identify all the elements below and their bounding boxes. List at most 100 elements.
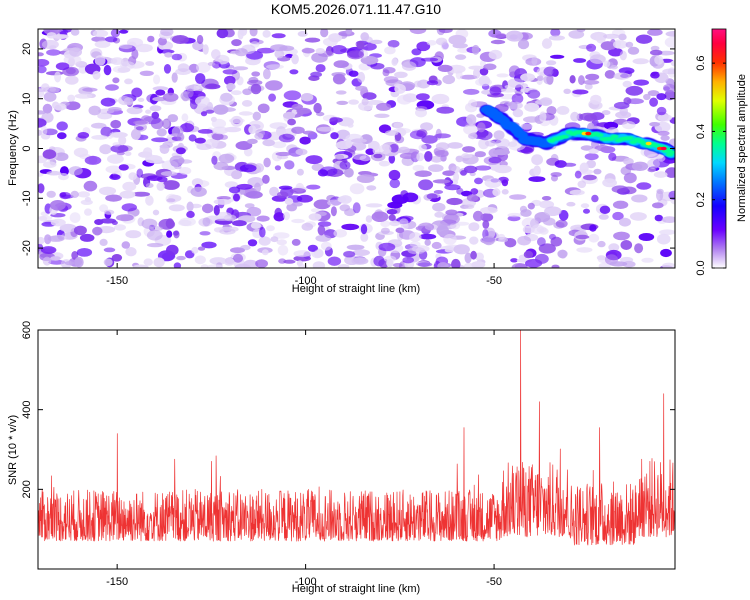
heatmap-cell: [350, 138, 367, 143]
heatmap-cell: [259, 226, 266, 238]
heatmap-cell: [418, 144, 427, 152]
heatmap-cell: [539, 200, 555, 209]
colorbar-tick-label: 0.6: [695, 55, 707, 70]
heatmap-cell: [623, 172, 637, 184]
signal-cell: [560, 134, 569, 139]
heatmap-cell: [277, 191, 289, 198]
heatmap-cell: [124, 78, 133, 85]
heatmap-cell: [179, 217, 196, 227]
heatmap-cell: [261, 249, 269, 256]
heatmap-cell: [619, 50, 627, 61]
heatmap-cell: [650, 45, 660, 52]
heatmap-cell: [661, 216, 675, 223]
heatmap-cell: [464, 252, 472, 264]
heatmap-cell: [105, 165, 122, 174]
heatmap-cell: [531, 224, 544, 235]
heatmap-cell: [151, 137, 169, 143]
heatmap-cell: [646, 153, 664, 160]
heatmap-cell: [213, 205, 220, 216]
heatmap-cell: [119, 190, 136, 199]
heatmap-cell: [411, 48, 422, 56]
heatmap-cell: [64, 261, 75, 266]
heatmap-cell: [409, 241, 421, 248]
heatmap-cell: [654, 55, 664, 65]
heatmap-cell: [186, 88, 194, 98]
heatmap-cell: [42, 161, 57, 169]
heatmap-cell: [365, 148, 376, 155]
heatmap-cell: [207, 264, 223, 268]
heatmap-cell: [67, 94, 76, 102]
heatmap-cell: [385, 130, 399, 136]
heatmap-cell: [416, 152, 425, 162]
heatmap-cell: [120, 61, 135, 70]
heatmap-cell: [156, 176, 168, 183]
heatmap-cell: [273, 212, 285, 222]
heatmap-cell: [455, 54, 467, 60]
heatmap-cell: [313, 102, 322, 114]
heatmap-cell: [100, 126, 113, 137]
heatmap-cell: [394, 71, 408, 79]
heatmap-cell: [166, 230, 173, 238]
heatmap-cell: [180, 123, 194, 133]
heatmap-cell: [99, 238, 108, 246]
heatmap-cell: [562, 162, 577, 167]
heatmap-cell: [229, 117, 245, 124]
heatmap-cell: [293, 250, 312, 258]
heatmap-cell: [550, 172, 562, 177]
heatmap-cell: [165, 193, 178, 204]
heatmap-cell: [663, 83, 675, 93]
heatmap-cell: [664, 167, 675, 178]
heatmap-cell: [638, 233, 655, 241]
y-tick-label: 10: [21, 93, 33, 105]
heatmap-cell: [641, 257, 654, 263]
heatmap-cell: [631, 161, 649, 171]
heatmap-cell: [105, 84, 119, 91]
heatmap-cell: [59, 223, 77, 233]
heatmap-cell: [576, 247, 593, 253]
heatmap-cell: [395, 227, 405, 234]
heatmap-cell: [476, 122, 486, 133]
heatmap-cell: [650, 49, 663, 56]
heatmap-cell: [121, 203, 137, 212]
heatmap-cell: [191, 246, 199, 254]
heatmap-cell: [421, 135, 438, 144]
heatmap-cell: [608, 47, 623, 57]
heatmap-cell: [94, 55, 106, 66]
heatmap-cell: [387, 40, 400, 48]
heatmap-cell: [652, 202, 664, 209]
heatmap-cell: [577, 180, 587, 189]
heatmap-cell: [392, 263, 403, 268]
heatmap-cell: [402, 256, 415, 264]
heatmap-cell: [595, 32, 606, 44]
heatmap-cell: [347, 123, 354, 128]
heatmap-cell: [38, 172, 44, 177]
heatmap-cell: [305, 155, 323, 165]
heatmap-cell: [584, 153, 599, 161]
heatmap-cell: [53, 34, 69, 39]
heatmap-cell: [42, 86, 60, 94]
spectrogram-y-label: Frequency (Hz): [7, 110, 19, 186]
heatmap-cell: [145, 183, 154, 188]
heatmap-cell: [233, 193, 240, 202]
heatmap-cell: [623, 157, 634, 166]
signal-peak: [645, 141, 652, 146]
heatmap-cell: [437, 262, 449, 268]
heatmap-cell: [330, 132, 339, 140]
heatmap-cell: [105, 194, 122, 202]
heatmap-cell: [527, 202, 535, 210]
heatmap-cell: [509, 194, 527, 200]
heatmap-cell: [162, 92, 179, 102]
heatmap-cell: [234, 263, 251, 268]
heatmap-cell: [451, 258, 461, 268]
heatmap-cell: [77, 132, 90, 139]
heatmap-cell: [598, 214, 609, 220]
heatmap-cell: [266, 64, 284, 70]
heatmap-cell: [434, 211, 445, 218]
heatmap-cell: [609, 261, 628, 267]
heatmap-cell: [158, 49, 175, 54]
heatmap-cell: [356, 174, 375, 184]
heatmap-cell: [231, 170, 243, 180]
heatmap-cell: [438, 29, 453, 34]
heatmap-cell: [114, 224, 126, 231]
heatmap-cell: [442, 74, 456, 85]
